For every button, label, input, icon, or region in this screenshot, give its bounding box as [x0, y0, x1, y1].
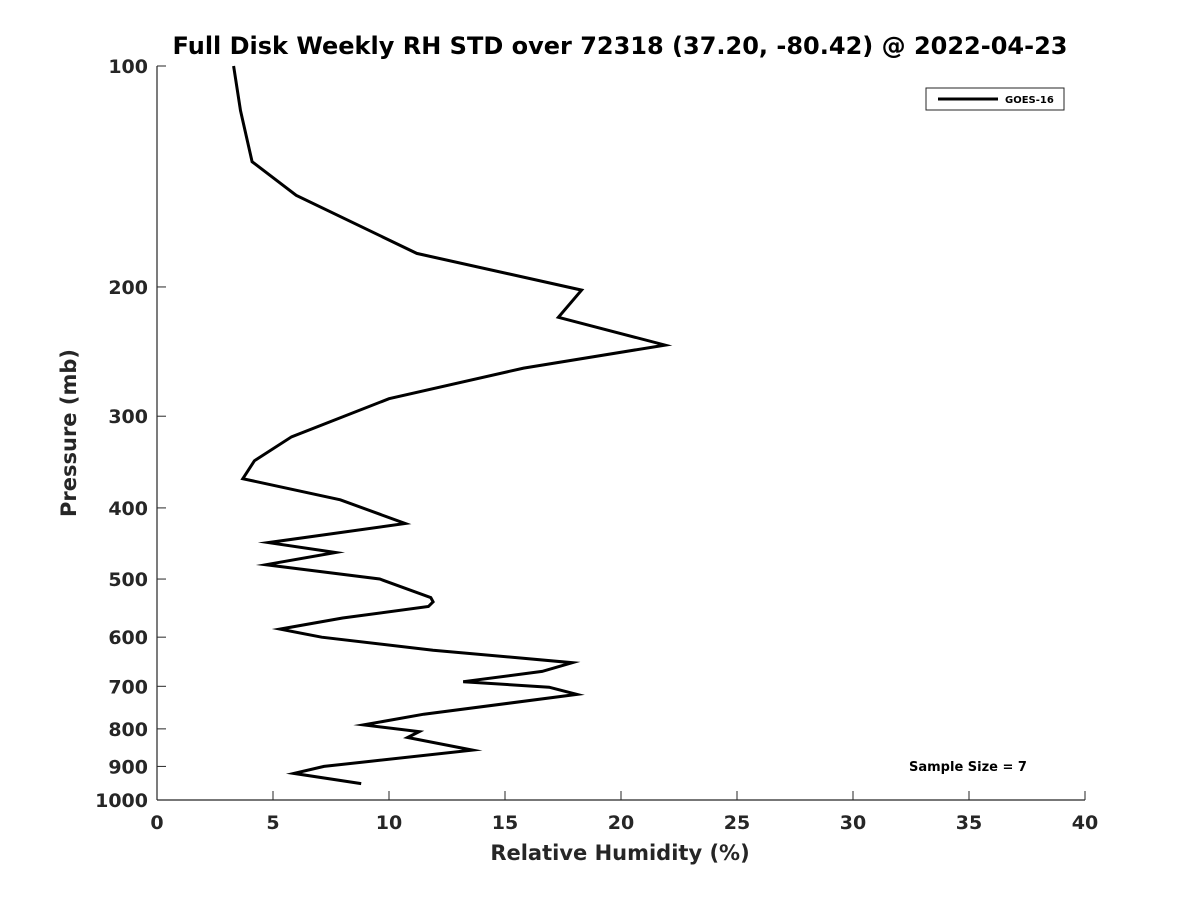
y-tick-label: 500: [108, 569, 148, 591]
x-tick-label: 25: [724, 812, 750, 834]
y-axis-label: Pressure (mb): [57, 349, 81, 517]
chart-title: Full Disk Weekly RH STD over 72318 (37.2…: [173, 32, 1068, 60]
series-line-goes-16: [232, 65, 673, 786]
series-layer: [232, 65, 673, 786]
legend-label-goes16: GOES-16: [1005, 95, 1054, 106]
x-tick-label: 35: [956, 812, 982, 834]
y-tick-label: 800: [108, 719, 148, 741]
y-tick-label: 700: [108, 676, 148, 698]
x-tick-label: 0: [150, 812, 163, 834]
y-tick-label: 400: [108, 498, 148, 520]
y-tick-label: 200: [108, 277, 148, 299]
sample-size-annotation: Sample Size = 7: [909, 760, 1027, 775]
y-tick-label: 600: [108, 627, 148, 649]
x-tick-label: 15: [492, 812, 518, 834]
y-tick-label: 900: [108, 756, 148, 778]
x-tick-label: 5: [266, 812, 279, 834]
y-tick-label: 1000: [95, 790, 148, 812]
x-ticks: 0 5 10 15 20 25 30 35 40: [150, 791, 1098, 834]
x-tick-label: 20: [608, 812, 634, 834]
x-tick-label: 30: [840, 812, 866, 834]
x-tick-label: 40: [1072, 812, 1098, 834]
y-tick-label: 300: [108, 406, 148, 428]
legend: GOES-16: [925, 87, 1065, 111]
x-tick-label: 10: [376, 812, 402, 834]
x-axis-label: Relative Humidity (%): [490, 841, 749, 865]
axes: [156, 66, 1085, 801]
y-ticks: 100 200 300 400 500 600 700 800 900 1000: [95, 56, 166, 812]
y-tick-label: 100: [108, 56, 148, 78]
